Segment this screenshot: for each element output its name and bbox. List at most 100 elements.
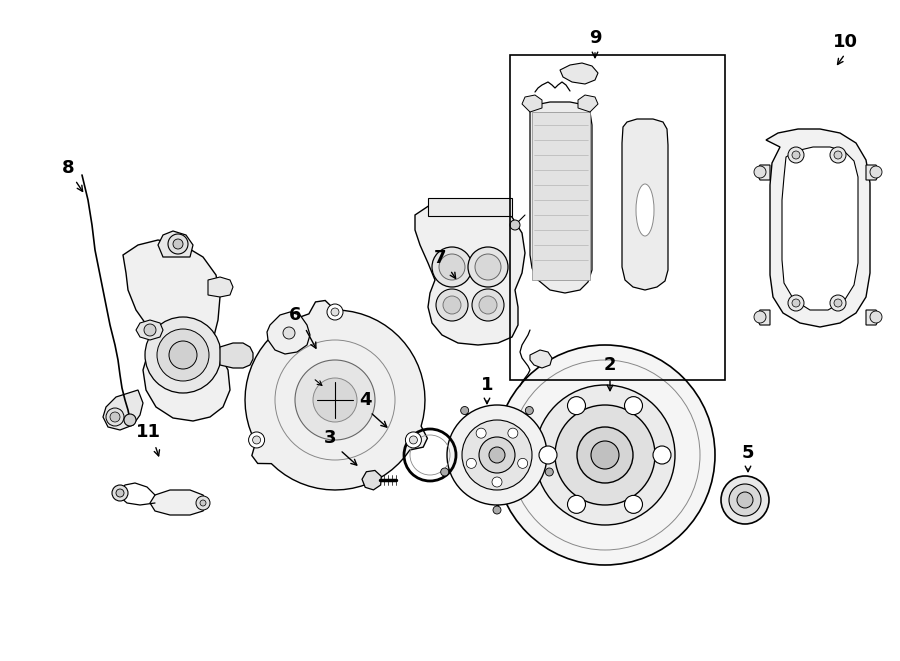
Circle shape: [653, 446, 671, 464]
Circle shape: [489, 447, 505, 463]
Polygon shape: [756, 310, 770, 325]
Circle shape: [447, 405, 547, 505]
Circle shape: [492, 477, 502, 487]
Polygon shape: [158, 231, 193, 257]
Polygon shape: [782, 147, 858, 310]
Polygon shape: [245, 301, 428, 490]
Polygon shape: [766, 129, 870, 327]
Circle shape: [539, 446, 557, 464]
Circle shape: [870, 311, 882, 323]
Polygon shape: [560, 63, 598, 84]
Text: 5: 5: [742, 444, 754, 462]
Circle shape: [436, 289, 468, 321]
Circle shape: [591, 441, 619, 469]
Circle shape: [144, 324, 156, 336]
Circle shape: [729, 484, 761, 516]
Circle shape: [721, 476, 769, 524]
Text: 8: 8: [62, 159, 75, 177]
Circle shape: [479, 296, 497, 314]
Polygon shape: [150, 490, 207, 515]
Text: 4: 4: [359, 391, 371, 409]
Bar: [428, 198, 512, 216]
Polygon shape: [220, 343, 253, 368]
Circle shape: [295, 360, 375, 440]
Circle shape: [443, 296, 461, 314]
Circle shape: [493, 506, 501, 514]
Ellipse shape: [636, 184, 654, 236]
Circle shape: [253, 436, 261, 444]
Circle shape: [754, 311, 766, 323]
Circle shape: [625, 495, 643, 514]
Text: 1: 1: [481, 376, 493, 394]
Text: 11: 11: [136, 423, 160, 441]
Circle shape: [788, 295, 804, 311]
Text: 2: 2: [604, 356, 617, 374]
Circle shape: [327, 304, 343, 320]
Circle shape: [432, 247, 472, 287]
Polygon shape: [136, 320, 163, 340]
Circle shape: [475, 254, 501, 280]
Circle shape: [495, 345, 715, 565]
Circle shape: [196, 496, 210, 510]
Circle shape: [106, 408, 124, 426]
Circle shape: [870, 166, 882, 178]
Circle shape: [168, 234, 188, 254]
Circle shape: [157, 329, 209, 381]
Bar: [510, 55, 725, 380]
Circle shape: [441, 468, 449, 476]
Circle shape: [462, 420, 532, 490]
Circle shape: [568, 495, 586, 514]
Circle shape: [283, 327, 295, 339]
Text: 6: 6: [289, 306, 302, 324]
Circle shape: [112, 485, 128, 501]
Polygon shape: [866, 310, 880, 325]
Circle shape: [788, 147, 804, 163]
Polygon shape: [415, 200, 525, 345]
Circle shape: [834, 151, 842, 159]
Circle shape: [439, 254, 465, 280]
Circle shape: [737, 492, 753, 508]
Circle shape: [508, 428, 518, 438]
Polygon shape: [208, 277, 233, 297]
Circle shape: [169, 341, 197, 369]
Circle shape: [830, 147, 846, 163]
Circle shape: [518, 458, 527, 469]
Circle shape: [625, 397, 643, 414]
Circle shape: [461, 407, 469, 414]
Polygon shape: [756, 165, 770, 180]
Circle shape: [200, 500, 206, 506]
Text: 3: 3: [324, 429, 337, 447]
Circle shape: [754, 166, 766, 178]
Circle shape: [577, 427, 633, 483]
Circle shape: [472, 289, 504, 321]
Circle shape: [830, 295, 846, 311]
Circle shape: [468, 247, 508, 287]
Polygon shape: [866, 165, 880, 180]
Polygon shape: [522, 95, 542, 112]
Circle shape: [555, 405, 655, 505]
Polygon shape: [530, 102, 592, 293]
Circle shape: [792, 299, 800, 307]
Circle shape: [526, 407, 534, 414]
Circle shape: [173, 239, 183, 249]
Circle shape: [535, 385, 675, 525]
Polygon shape: [578, 95, 598, 112]
Circle shape: [568, 397, 586, 414]
Circle shape: [479, 437, 515, 473]
Text: 10: 10: [832, 33, 858, 51]
Polygon shape: [123, 240, 230, 421]
Circle shape: [248, 432, 265, 448]
Circle shape: [834, 299, 842, 307]
Circle shape: [124, 414, 136, 426]
Text: 9: 9: [589, 29, 601, 47]
Circle shape: [510, 220, 520, 230]
Circle shape: [110, 412, 120, 422]
Polygon shape: [362, 471, 382, 490]
Circle shape: [792, 151, 800, 159]
Circle shape: [466, 458, 476, 469]
Polygon shape: [267, 312, 310, 354]
Circle shape: [313, 378, 357, 422]
Polygon shape: [103, 390, 143, 430]
Circle shape: [476, 428, 486, 438]
Polygon shape: [530, 350, 552, 368]
